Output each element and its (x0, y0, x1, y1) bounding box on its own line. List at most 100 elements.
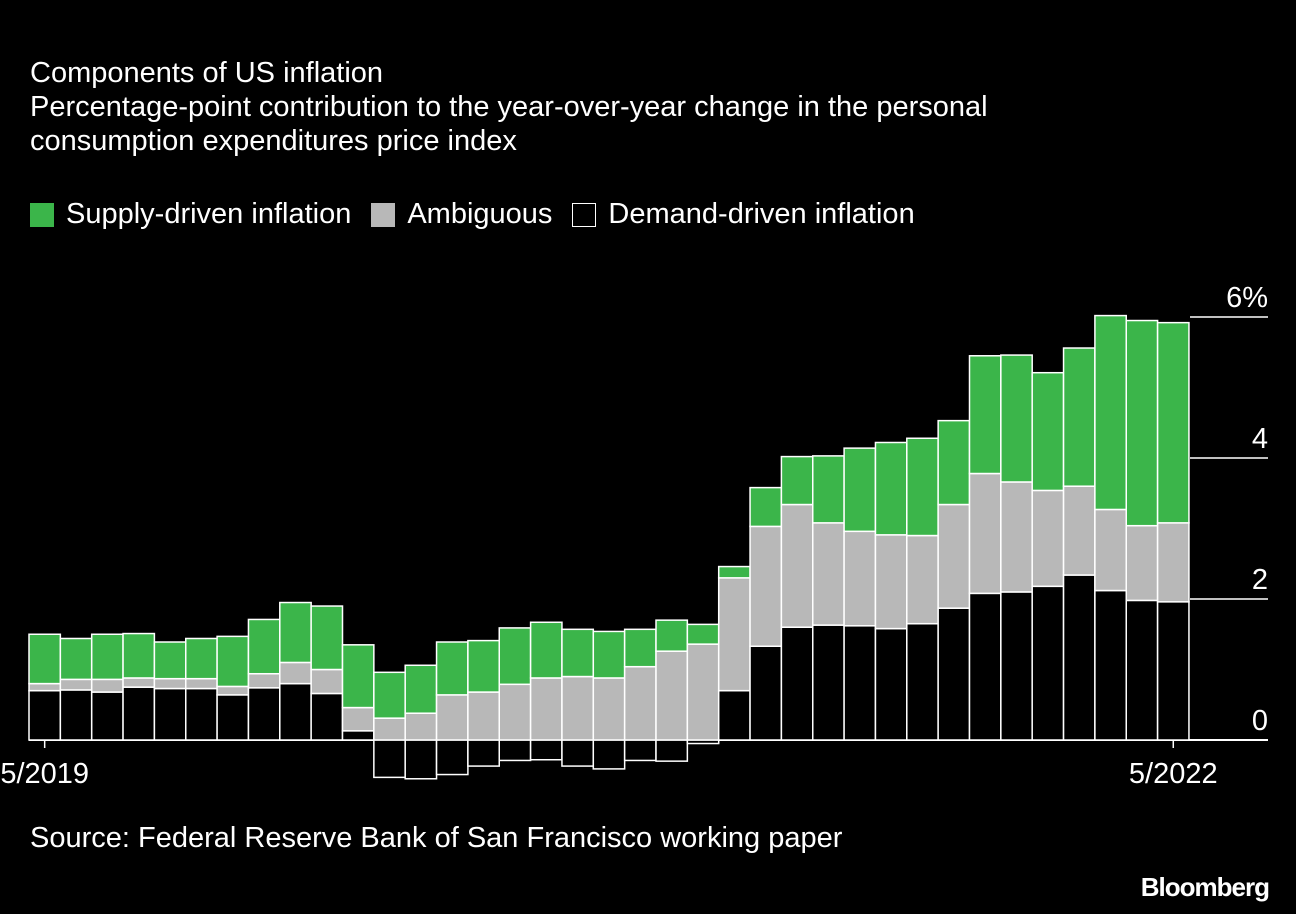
chart-subtitle: Percentage-point contribution to the yea… (30, 91, 988, 157)
bar-supply (247, 618, 281, 675)
y-tick-label: 4 (1252, 423, 1268, 455)
bar-supply (216, 635, 250, 688)
bar-supply (310, 605, 344, 671)
bar-supply (467, 639, 500, 693)
bar-supply (404, 664, 438, 714)
bar-ambiguous (341, 706, 375, 732)
bar-ambiguous (843, 530, 877, 627)
bar-demand (185, 687, 218, 741)
bar-demand (1000, 591, 1033, 741)
bar-ambiguous (28, 682, 62, 692)
bar-demand (561, 739, 595, 767)
bar-demand (90, 691, 124, 741)
bar-ambiguous (529, 677, 563, 741)
bar-demand (812, 624, 845, 741)
bar-demand (122, 686, 156, 741)
bar-demand (1062, 574, 1096, 741)
legend-swatch-supply (30, 202, 54, 227)
bar-ambiguous (435, 694, 469, 741)
bar-supply (59, 637, 93, 681)
bar-supply (937, 419, 971, 506)
bar-ambiguous (937, 503, 971, 609)
bar-ambiguous (968, 472, 1002, 595)
bar-ambiguous (623, 665, 657, 741)
bar-ambiguous (153, 677, 187, 690)
bar-demand (404, 739, 438, 780)
bar-supply (435, 641, 469, 696)
legend-label-ambiguous: Ambiguous (407, 198, 553, 230)
bar-ambiguous (655, 650, 689, 741)
bar-supply (968, 355, 1002, 475)
bar-demand (310, 692, 344, 741)
bar-demand (968, 592, 1002, 741)
bar-ambiguous (1094, 508, 1128, 592)
bar-supply (623, 628, 657, 668)
bar-demand (1031, 585, 1065, 741)
legend-item-demand: Demand-driven inflation (572, 198, 915, 231)
bar-ambiguous (1031, 489, 1065, 588)
bar-ambiguous (749, 525, 783, 647)
bar-demand (655, 739, 689, 762)
bar-supply (1094, 314, 1128, 511)
bar-ambiguous (874, 534, 908, 630)
bar-demand (1156, 601, 1190, 741)
bar-ambiguous (1000, 481, 1033, 593)
bar-demand (247, 687, 281, 741)
bar-ambiguous (373, 717, 406, 741)
bar-supply (90, 633, 124, 681)
bar-demand (843, 625, 877, 741)
bar-demand (749, 645, 783, 741)
bar-demand (906, 622, 939, 741)
bar-demand (717, 689, 751, 741)
bar-supply (341, 644, 375, 709)
bar-ambiguous (467, 691, 500, 741)
bar-ambiguous (247, 672, 281, 689)
bar-supply (592, 630, 626, 679)
bar-supply (906, 437, 939, 537)
bar-supply (122, 632, 156, 679)
bar-supply (812, 455, 845, 524)
bar-demand (623, 739, 657, 762)
bar-ambiguous (404, 712, 438, 741)
bar-supply (780, 455, 814, 506)
bar-demand (279, 682, 312, 741)
chart-legend: Supply-driven inflation Ambiguous Demand… (30, 198, 935, 231)
bar-demand (28, 689, 62, 741)
bar-ambiguous (216, 685, 250, 696)
bar-supply (1031, 371, 1065, 492)
bar-ambiguous (1062, 485, 1096, 576)
bar-demand (529, 739, 563, 761)
bar-demand (216, 694, 250, 741)
bar-demand (780, 626, 814, 741)
bar-supply (153, 641, 187, 680)
legend-swatch-ambiguous (371, 202, 396, 227)
bar-supply (1062, 347, 1096, 487)
bar-ambiguous (686, 643, 720, 741)
bar-demand (153, 687, 187, 741)
legend-label-demand: Demand-driven inflation (608, 198, 915, 230)
bar-supply (874, 441, 908, 536)
bar-supply (1000, 354, 1033, 483)
legend-item-supply: Supply-driven inflation (30, 198, 351, 231)
bar-supply (561, 628, 595, 678)
bar-demand (1094, 589, 1128, 741)
bar-demand (498, 739, 532, 762)
bar-supply (279, 601, 312, 664)
bar-demand (1125, 599, 1159, 741)
legend-label-supply: Supply-driven inflation (66, 198, 352, 230)
bar-supply (655, 619, 689, 652)
bloomberg-logo: Bloomberg (1140, 872, 1270, 902)
bar-ambiguous (498, 683, 532, 741)
bar-ambiguous (122, 677, 156, 688)
bar-demand (59, 689, 93, 741)
bar-ambiguous (279, 661, 312, 685)
bar-ambiguous (185, 677, 218, 690)
chart-title: Components of US inflation (30, 57, 384, 89)
bar-demand (373, 739, 406, 779)
source-note: Source: Federal Reserve Bank of San Fran… (30, 822, 843, 854)
bar-demand (341, 730, 375, 741)
bar-demand (937, 607, 971, 741)
bar-supply (749, 486, 783, 528)
bar-ambiguous (1125, 524, 1159, 602)
